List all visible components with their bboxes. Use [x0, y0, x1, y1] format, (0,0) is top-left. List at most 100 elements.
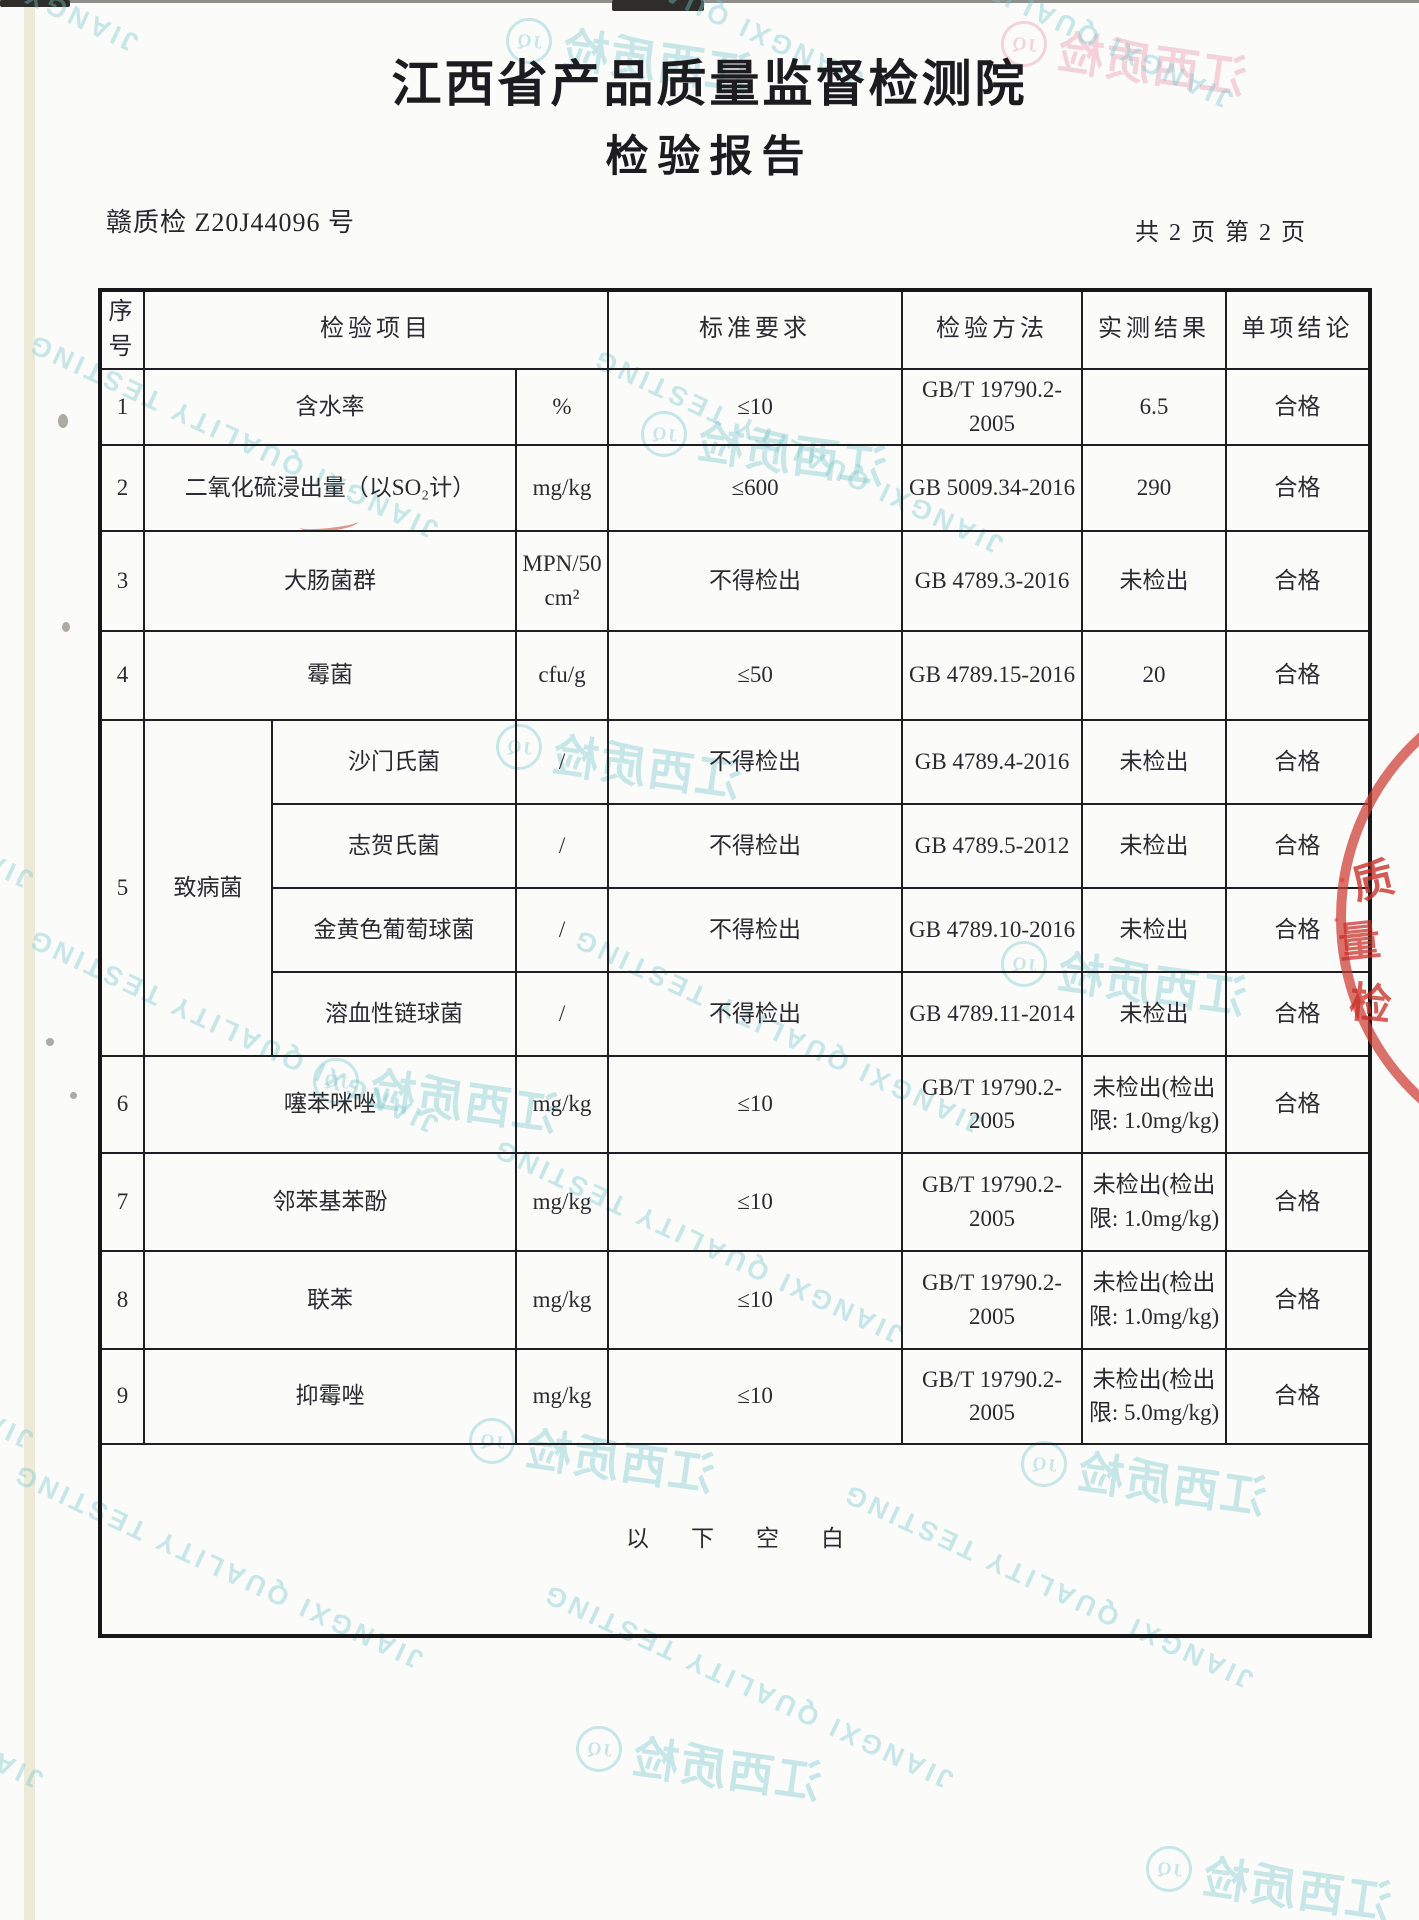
cell-unit: mg/kg: [514, 1151, 610, 1252]
cell-item: 抑霉唑: [143, 1347, 517, 1445]
cell-result: 未检出: [1081, 970, 1228, 1057]
cell-conclusion: 合格: [1225, 443, 1372, 532]
org-title: 江西省产品质量监督检测院: [391, 56, 1028, 112]
scan-blob: [612, 0, 704, 11]
cell-result: 未检出: [1081, 718, 1228, 805]
cell-conclusion: 合格: [1225, 1347, 1372, 1445]
cell-unit: mg/kg: [514, 443, 610, 532]
scan-mark: [58, 414, 68, 428]
cell-item: 邻苯基苯酚: [143, 1151, 517, 1252]
cell-no: 2: [99, 443, 145, 532]
table-row: 志贺氏菌 / 不得检出 GB 4789.5-2012 未检出 合格: [100, 802, 1372, 889]
scan-mark: [70, 1092, 77, 1099]
cell-item: 噻苯咪唑: [143, 1054, 517, 1154]
cell-unit: mg/kg: [514, 1347, 610, 1445]
cell-item: 溶血性链球菌: [271, 970, 517, 1057]
cell-result: 未检出: [1081, 886, 1228, 973]
table-row: 1 含水率% ≤10 GB/T 19790.2-2005 6.5 合格: [99, 367, 1372, 446]
cell-standard: 不得检出: [607, 970, 904, 1057]
cell-method: GB 4789.15-2016: [901, 629, 1084, 721]
table-row: 金黄色葡萄球菌 / 不得检出 GB 4789.10-2016 未检出 合格: [100, 886, 1372, 973]
watermark-cjk-text: 江西质检 JQ: [1142, 1833, 1397, 1920]
cell-unit: %: [514, 367, 610, 446]
watermark-cjk-text: 江西质检 JQ: [572, 1713, 827, 1813]
col-header: 检验项目: [142, 289, 610, 370]
cell-standard: ≤10: [607, 367, 904, 446]
cell-item: 联苯: [143, 1249, 517, 1350]
cell-unit: /: [514, 886, 610, 973]
cell-method: GB/T 19790.2-2005: [901, 1347, 1084, 1445]
cell-result: 290: [1081, 443, 1228, 532]
table-row: 2 二氧化硫浸出量（以SO₂计） mg/kg ≤600 GB 5009.34-2016 2…: [99, 443, 1372, 532]
report-number: 赣质检 Z20J44096 号: [106, 208, 356, 237]
report-title: 检验报告: [605, 133, 814, 181]
table-row: 3 大肠菌群 MPN/50 cm² 不得检出 GB 4789.3-2016 未检出 合格: [99, 529, 1372, 632]
table-row: 7 邻苯基苯酚 mg/kg ≤10 GB/T 19790.2-2005 未检出(检出限: …: [99, 1151, 1372, 1252]
cell-conclusion: 合格: [1225, 1249, 1372, 1350]
cell-standard: 不得检出: [607, 718, 904, 805]
table-header-row: 序号 检验项目 标准要求 检验方法 实测结果 单项结论: [99, 289, 1372, 370]
footer-note: 以下空白: [98, 1442, 1372, 1637]
table-footer-row: 以下空白: [98, 1442, 1372, 1637]
cell-standard: ≤50: [607, 629, 904, 721]
cell-standard: ≤10: [607, 1151, 904, 1252]
cell-conclusion: 合格: [1225, 529, 1372, 632]
cell-standard: ≤600: [607, 443, 904, 532]
table-row: 6 噻苯咪唑 mg/kg ≤10 GB/T 19790.2-2005 未检出(检出限: 1…: [99, 1054, 1372, 1154]
cell-item: 沙门氏菌: [271, 718, 517, 805]
cell-result: 未检出(检出限: 1.0mg/kg): [1081, 1249, 1228, 1350]
cell-standard: ≤10: [607, 1249, 904, 1350]
cell-result: 未检出(检出限: 1.0mg/kg): [1081, 1054, 1228, 1154]
col-header: 序号: [99, 289, 145, 370]
cell-conclusion: 合格: [1225, 629, 1372, 721]
table-row: 4 霉菌 cfu/g ≤50 GB 4789.15-2016 20 合格: [99, 629, 1372, 721]
col-header: 检验方法: [901, 289, 1084, 370]
cell-conclusion: 合格: [1225, 1054, 1372, 1154]
cell-method: GB/T 19790.2-2005: [901, 367, 1084, 446]
cell-standard: 不得检出: [607, 886, 904, 973]
cell-method: GB 4789.4-2016: [901, 718, 1084, 805]
table-row: 9 抑霉唑 mg/kg ≤10 GB/T 19790.2-2005 未检出(检出限: 5.…: [99, 1347, 1372, 1445]
cell-method: GB 4789.3-2016: [901, 529, 1084, 632]
cell-group: 致病菌: [143, 718, 273, 1057]
cell-result: 未检出: [1081, 802, 1228, 889]
cell-method: GB 4789.5-2012: [901, 802, 1084, 889]
scan-blob: [0, 0, 70, 7]
col-header: 标准要求: [607, 289, 904, 370]
cell-item: 二氧化硫浸出量（以SO₂计）: [143, 443, 517, 532]
cell-standard: 不得检出: [607, 529, 904, 632]
watermark-logo-icon: JQ: [1143, 1842, 1195, 1895]
cell-no: 4: [99, 629, 145, 721]
cell-no: 7: [99, 1151, 145, 1252]
cell-unit: mg/kg: [514, 1249, 610, 1350]
cell-method: GB 4789.10-2016: [901, 886, 1084, 973]
cell-method: GB/T 19790.2-2005: [901, 1249, 1084, 1350]
cell-conclusion: 合格: [1225, 970, 1372, 1057]
table-row: 5 致病菌 沙门氏菌 / 不得检出 GB 4789.4-2016 未检出 合格: [99, 718, 1372, 1057]
cell-conclusion: 合格: [1225, 802, 1372, 889]
scan-mark: [46, 1038, 54, 1046]
cell-result: 未检出(检出限: 1.0mg/kg): [1081, 1151, 1228, 1252]
cell-conclusion: 合格: [1225, 367, 1372, 446]
col-header: 单项结论: [1225, 289, 1372, 370]
cell-no: 1: [99, 367, 145, 446]
watermark-cjk-label: 江西质检: [627, 1731, 825, 1809]
cell-result: 未检出: [1081, 529, 1228, 632]
cell-unit: /: [514, 718, 610, 805]
scan-top-edge: [0, 0, 1419, 3]
results-table: 序号 检验项目 标准要求 检验方法 实测结果 单项结论 1 含水率% ≤10 GB/T 19790…: [98, 288, 1373, 1638]
col-header: 实测结果: [1081, 289, 1228, 370]
cell-unit: /: [514, 970, 610, 1057]
scan-edge-strip: [24, 0, 35, 1920]
table-row: 溶血性链球菌 / 不得检出 GB 4789.11-2014 未检出 合格: [100, 970, 1372, 1057]
cell-unit: /: [514, 802, 610, 889]
cell-standard: 不得检出: [607, 802, 904, 889]
cell-method: GB 4789.11-2014: [901, 970, 1084, 1057]
cell-no: 5: [99, 718, 145, 1057]
watermark-logo-icon: JQ: [573, 1722, 625, 1775]
cell-result: 20: [1081, 629, 1228, 721]
cell-result: 6.5: [1081, 367, 1228, 446]
cell-conclusion: 合格: [1225, 886, 1372, 973]
cell-item: 含水率: [143, 367, 517, 446]
cell-conclusion: 合格: [1225, 718, 1372, 805]
